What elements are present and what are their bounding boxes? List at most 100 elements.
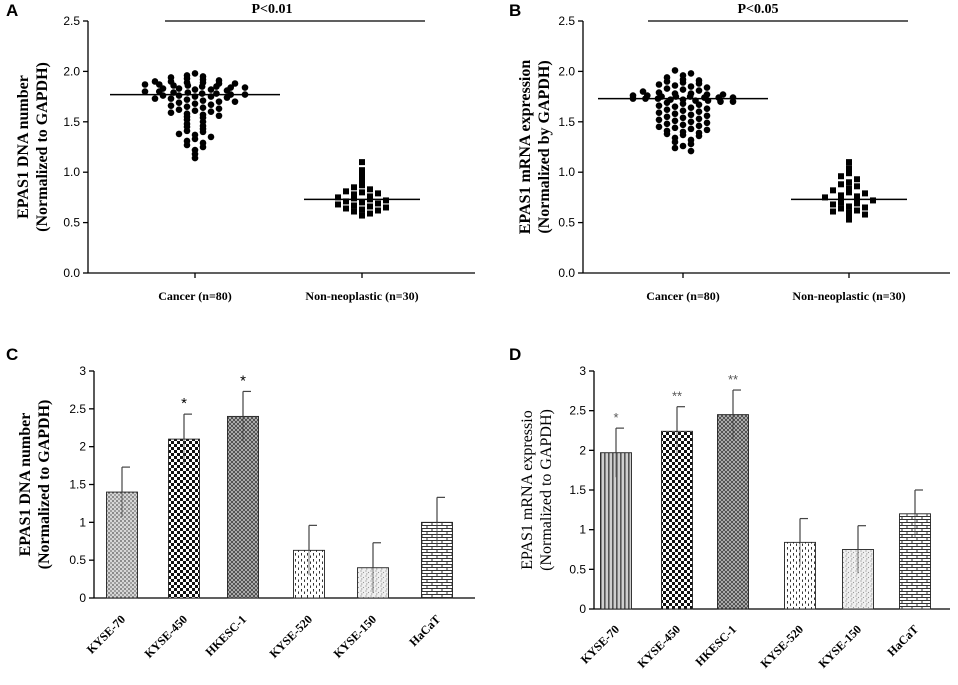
data-point — [695, 77, 703, 84]
panel-b: B 0.0 0.5 1.0 1.5 2.0 2.5 EPAS1 mRNA expression… — [509, 1, 950, 303]
data-point — [679, 128, 687, 136]
y-axis-label: EPAS1 mRNA expression — [517, 60, 534, 235]
data-point — [838, 173, 844, 180]
data-point — [687, 118, 695, 126]
y-tick-label: 0.5 — [63, 216, 80, 230]
significance-star: ** — [728, 372, 738, 387]
data-point — [351, 195, 357, 202]
data-point — [679, 107, 687, 115]
data-point — [207, 86, 215, 93]
data-point — [846, 213, 852, 220]
p-value: P<0.01 — [251, 2, 292, 17]
data-point — [207, 108, 215, 116]
data-point — [695, 129, 703, 137]
data-point — [862, 190, 868, 197]
data-point — [695, 122, 703, 130]
data-point — [199, 97, 207, 104]
data-point — [359, 179, 365, 186]
data-point — [703, 126, 711, 134]
data-point — [838, 205, 844, 212]
panel-d: D 0 0.5 1 1.5 2 2.5 3 EPAS1 mRNA expressio (Norma… — [509, 345, 950, 671]
data-point — [191, 146, 199, 154]
data-point — [343, 188, 349, 195]
data-point — [687, 125, 695, 133]
significance-star: * — [240, 372, 246, 389]
data-point — [695, 87, 703, 94]
data-point — [359, 189, 365, 196]
data-point — [687, 83, 695, 90]
data-point — [687, 147, 695, 155]
data-point — [703, 119, 711, 127]
data-point — [151, 78, 159, 85]
data-point — [199, 104, 207, 111]
data-point — [687, 136, 695, 144]
data-point — [679, 121, 687, 129]
y-tick-label: 0.5 — [558, 216, 575, 230]
category-label: KYSE-450 — [142, 612, 191, 661]
data-point — [687, 70, 695, 77]
data-point — [643, 92, 651, 99]
data-point — [663, 74, 671, 81]
category-label: KYSE-150 — [816, 622, 865, 671]
data-point — [719, 91, 727, 98]
data-point — [679, 86, 687, 93]
data-point — [183, 96, 191, 103]
panel-c: C 0 0.5 1 1.5 2 2.5 3 EPAS1 DNA number (Normalize… — [6, 345, 475, 661]
data-point — [183, 72, 191, 79]
data-point — [663, 120, 671, 128]
data-point — [679, 96, 687, 103]
category-label: KYSE-520 — [267, 612, 316, 661]
data-point — [215, 77, 223, 84]
data-point — [729, 94, 737, 101]
category-label: Cancer (n=80) — [158, 289, 232, 303]
y-tick-label: 2.5 — [558, 14, 575, 28]
data-point — [671, 134, 679, 142]
data-point — [854, 183, 860, 190]
data-point — [167, 109, 175, 117]
data-point — [671, 117, 679, 125]
bar — [600, 452, 632, 610]
y-axis-label-sub: (Normalized to GAPDH) — [538, 409, 555, 571]
category-label: KYSE-70 — [578, 622, 622, 666]
data-point — [687, 90, 695, 97]
data-point — [215, 112, 223, 120]
data-point — [167, 74, 175, 81]
y-tick-label: 3 — [579, 364, 586, 378]
y-tick-label: 2.5 — [69, 402, 86, 416]
data-point — [703, 112, 711, 120]
data-point — [671, 110, 679, 118]
y-axis-label: EPAS1 DNA number — [17, 413, 34, 557]
data-point — [183, 103, 191, 110]
data-point — [191, 131, 199, 139]
data-point — [191, 70, 199, 77]
data-point — [375, 190, 381, 197]
data-point — [854, 176, 860, 183]
significance-star: * — [613, 410, 618, 425]
y-tick-label: 2.5 — [63, 14, 80, 28]
data-point — [231, 80, 239, 87]
data-point — [375, 200, 381, 207]
bar — [168, 438, 200, 599]
category-label: HKESC-1 — [692, 622, 739, 669]
data-point — [679, 142, 687, 150]
data-point — [343, 198, 349, 205]
data-point — [183, 110, 191, 118]
data-point — [175, 85, 183, 92]
data-point — [639, 88, 647, 95]
y-axis-label: EPAS1 mRNA expressio — [519, 410, 536, 569]
y-tick-label: 0.5 — [69, 553, 86, 567]
data-point — [351, 208, 357, 215]
data-point — [830, 187, 836, 194]
data-point — [359, 172, 365, 179]
panel-letter: B — [509, 1, 521, 20]
data-point — [663, 106, 671, 114]
significance-star: * — [181, 395, 187, 412]
data-point — [383, 197, 389, 204]
data-point — [846, 203, 852, 210]
data-point — [830, 201, 836, 208]
data-point — [695, 115, 703, 123]
data-point — [838, 199, 844, 206]
category-label: Non-neoplastic (n=30) — [792, 289, 905, 303]
